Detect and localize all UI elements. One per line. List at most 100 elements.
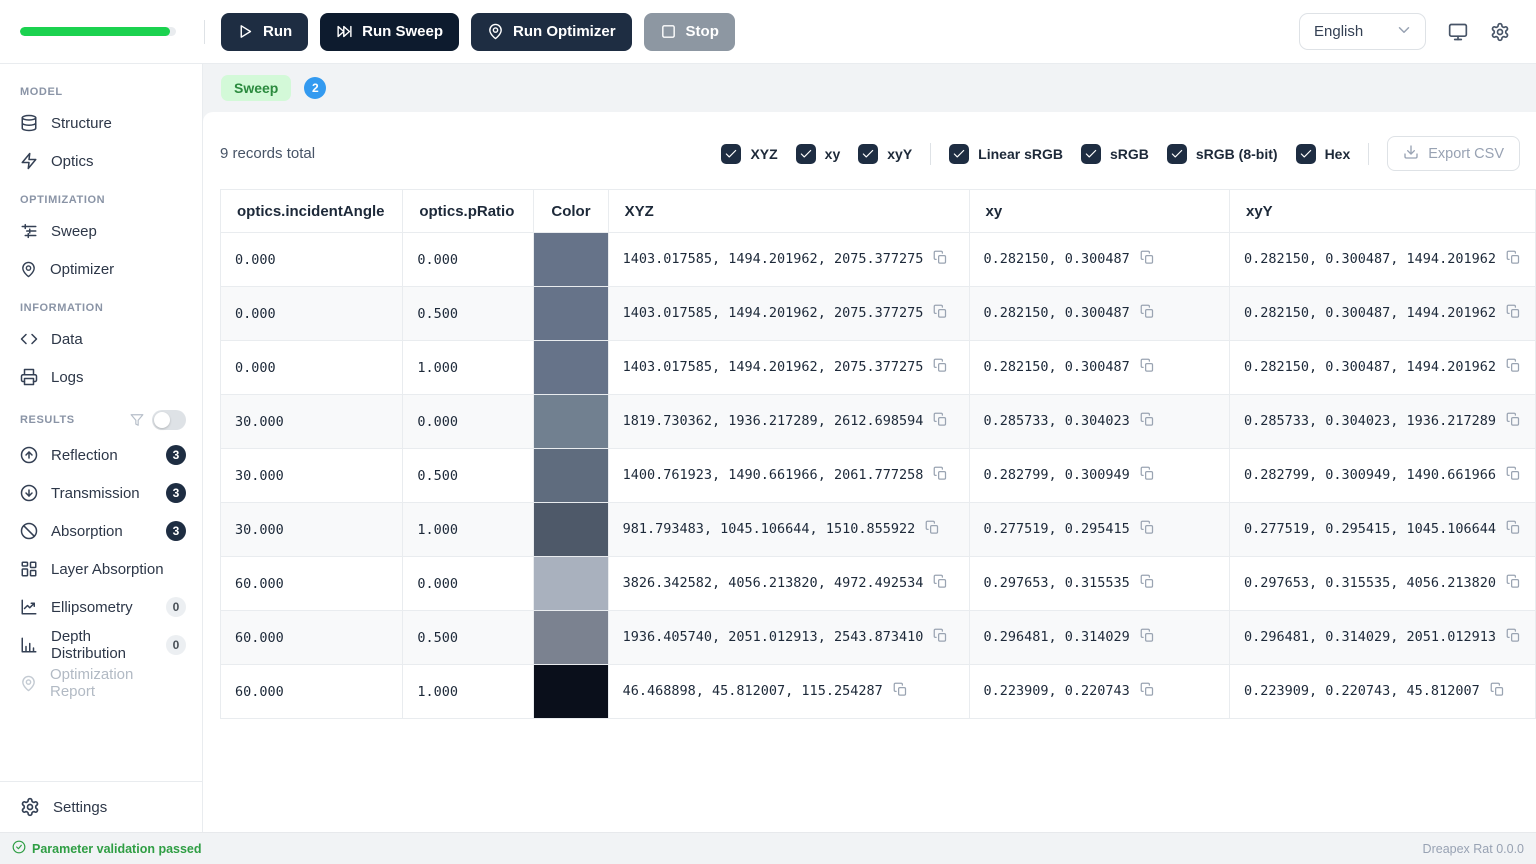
sidebar-item-label: Depth Distribution [51,628,127,662]
copy-icon[interactable] [1140,682,1155,701]
copy-icon[interactable] [1140,628,1155,647]
copy-icon[interactable] [893,682,908,701]
tab-sweep[interactable]: Sweep [221,75,292,101]
sidebar-item-sweep[interactable]: Sweep [0,212,202,250]
checkbox-checked-icon [721,143,742,164]
column-toggle-xy[interactable]: xy [795,143,840,164]
cell-xyy: 0.282150, 0.300487, 1494.201962 [1229,286,1536,341]
topbar-right: English [1299,13,1536,50]
language-select[interactable]: English [1299,13,1426,50]
copy-icon[interactable] [1140,304,1155,323]
cell-xyz: 1403.017585, 1494.201962, 2075.377275 [607,286,970,341]
copy-icon[interactable] [1506,466,1521,485]
cell-p-ratio: 0.500 [402,286,535,341]
stop-square-icon [660,23,677,40]
stop-button[interactable]: Stop [643,12,735,51]
cell-xyz: 1936.405740, 2051.012913, 2543.873410 [607,610,970,665]
sidebar-item-label: Layer Absorption [51,560,164,578]
settings-gear-button[interactable] [1490,22,1510,42]
checkbox-checked-icon [858,143,879,164]
copy-icon[interactable] [1140,574,1155,593]
copy-icon[interactable] [1506,412,1521,431]
sidebar-item-optimizer[interactable]: Optimizer [0,250,202,288]
card-header: 9 records total XYZ xy xyY Linear sRGB sRGB s… [203,112,1536,189]
export-csv-button[interactable]: Export CSV [1387,136,1520,171]
sidebar-item-optimization-report[interactable]: Optimization Report [0,664,202,702]
run-optimizer-button[interactable]: Run Optimizer [471,12,632,51]
cell-xy: 0.296481, 0.314029 [968,610,1231,665]
copy-icon[interactable] [1140,466,1155,485]
section-title-model: MODEL [20,86,63,98]
cell-incident-angle: 60.000 [219,664,404,719]
table-row: 30.000 1.000 981.793483, 1045.106644, 1510… [219,502,1536,557]
sidebar-item-ellipsometry[interactable]: Ellipsometry 0 [0,588,202,626]
sidebar-item-label: Reflection [51,446,118,464]
cell-xyz: 1400.761923, 1490.661966, 2061.777258 [607,448,970,503]
sidebar-sections: MODEL Structure Optics OPTIMIZATION Sweep Opt… [0,64,202,781]
table-row: 0.000 0.500 1403.017585, 1494.201962, 2075… [219,286,1536,341]
sidebar-item-label: Sweep [51,222,97,240]
cell-xy: 0.285733, 0.304023 [968,394,1231,449]
skip-forward-icon [336,23,353,40]
copy-icon[interactable] [1506,574,1521,593]
copy-icon[interactable] [1506,250,1521,269]
copy-icon[interactable] [933,412,948,431]
cell-xyy: 0.285733, 0.304023, 1936.217289 [1229,394,1536,449]
cell-p-ratio: 0.000 [402,232,535,287]
copy-icon[interactable] [933,304,948,323]
sidebar-item-data[interactable]: Data [0,320,202,358]
run-button[interactable]: Run [221,12,309,51]
copy-icon[interactable] [1506,304,1521,323]
column-toggle-srgb[interactable]: sRGB [1080,143,1149,164]
copy-icon[interactable] [933,466,948,485]
cell-incident-angle: 60.000 [219,610,404,665]
sidebar-item-optics[interactable]: Optics [0,142,202,180]
sidebar-item-depth-distribution[interactable]: Depth Distribution 0 [0,626,202,664]
table-header-row: optics.incidentAngle optics.pRatio Color XY… [219,189,1536,233]
monitor-icon[interactable] [1448,22,1468,42]
copy-icon[interactable] [1506,520,1521,539]
table-container: optics.incidentAngle optics.pRatio Color XY… [203,189,1536,832]
copy-icon[interactable] [1506,628,1521,647]
column-toggle-srgb-8-bit-[interactable]: sRGB (8-bit) [1166,143,1278,164]
column-toggle-linear-srgb[interactable]: Linear sRGB [949,143,1063,164]
table-row: 60.000 1.000 46.468898, 45.812007, 115.254… [219,664,1536,719]
sidebar-item-reflection[interactable]: Reflection 3 [0,436,202,474]
column-toggle-hex[interactable]: Hex [1295,143,1350,164]
sidebar-item-settings[interactable]: Settings [0,788,202,826]
copy-icon[interactable] [925,520,940,539]
copy-icon[interactable] [1140,520,1155,539]
run-button-group: Run Run Sweep Run Optimizer Stop [221,12,735,51]
sidebar-item-layer-absorption[interactable]: Layer Absorption [0,550,202,588]
column-toggle-xyz[interactable]: XYZ [721,143,778,164]
sidebar-item-absorption[interactable]: Absorption 3 [0,512,202,550]
run-optimizer-label: Run Optimizer [513,23,616,40]
copy-icon[interactable] [1140,412,1155,431]
copy-icon[interactable] [933,574,948,593]
sidebar-item-transmission[interactable]: Transmission 3 [0,474,202,512]
table-row: 0.000 1.000 1403.017585, 1494.201962, 2075… [219,340,1536,395]
copy-icon[interactable] [933,250,948,269]
cell-xyy: 0.277519, 0.295415, 1045.106644 [1229,502,1536,557]
column-header-xyz: XYZ [607,189,970,233]
checkbox-checked-icon [949,143,970,164]
sidebar-item-structure[interactable]: Structure [0,104,202,142]
column-toggle-xyy[interactable]: xyY [858,143,912,164]
stop-label: Stop [685,23,719,40]
play-icon [237,23,254,40]
filter-icon[interactable] [130,413,144,427]
sidebar-item-logs[interactable]: Logs [0,358,202,396]
sidebar-footer: Settings [0,781,202,832]
copy-icon[interactable] [1490,682,1505,701]
cell-incident-angle: 30.000 [219,502,404,557]
copy-icon[interactable] [933,358,948,377]
copy-icon[interactable] [1506,358,1521,377]
cell-xyz: 3826.342582, 4056.213820, 4972.492534 [607,556,970,611]
results-filter-toggle[interactable] [152,410,186,430]
copy-icon[interactable] [933,628,948,647]
checkbox-checked-icon [795,143,816,164]
copy-icon[interactable] [1140,250,1155,269]
copy-icon[interactable] [1140,358,1155,377]
sweep-count-badge: 2 [304,77,327,99]
run-sweep-button[interactable]: Run Sweep [320,12,460,51]
